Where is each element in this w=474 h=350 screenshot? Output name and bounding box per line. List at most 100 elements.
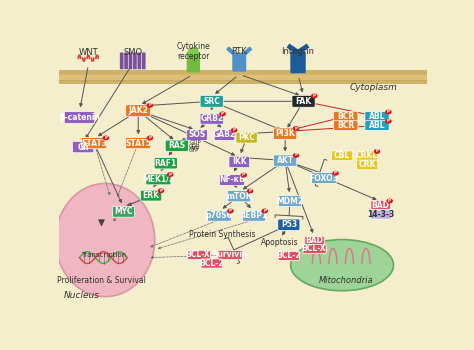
Text: P: P [104, 136, 108, 140]
Text: SOS: SOS [188, 131, 206, 140]
Text: RAS: RAS [168, 141, 185, 150]
FancyBboxPatch shape [154, 158, 177, 169]
FancyBboxPatch shape [133, 52, 137, 69]
Text: Apoptosis: Apoptosis [261, 238, 299, 247]
FancyBboxPatch shape [73, 141, 94, 153]
FancyBboxPatch shape [273, 155, 297, 166]
Text: JAK2: JAK2 [128, 106, 148, 115]
Circle shape [189, 48, 198, 55]
Circle shape [293, 126, 299, 131]
FancyBboxPatch shape [124, 52, 128, 69]
Text: SRC: SRC [203, 97, 220, 106]
Text: BCR: BCR [337, 112, 355, 121]
Circle shape [219, 112, 226, 117]
FancyBboxPatch shape [187, 130, 207, 140]
Circle shape [385, 119, 392, 124]
FancyBboxPatch shape [292, 95, 315, 107]
Text: P: P [248, 189, 252, 193]
FancyBboxPatch shape [82, 138, 107, 149]
Circle shape [386, 198, 393, 203]
FancyBboxPatch shape [219, 175, 245, 186]
FancyBboxPatch shape [356, 160, 378, 170]
Text: BCL-Xₗ: BCL-Xₗ [186, 250, 212, 259]
Text: P: P [169, 173, 172, 177]
Text: FOXO3: FOXO3 [310, 174, 338, 183]
Text: GTP: GTP [189, 148, 199, 153]
Text: P: P [294, 153, 298, 158]
FancyBboxPatch shape [120, 52, 124, 69]
Circle shape [167, 172, 173, 177]
Text: P: P [263, 209, 266, 213]
FancyBboxPatch shape [218, 250, 242, 259]
Text: AKT: AKT [277, 156, 294, 165]
Text: Transcription: Transcription [81, 252, 126, 258]
Circle shape [146, 103, 153, 108]
Text: FAK: FAK [295, 97, 311, 106]
FancyBboxPatch shape [187, 250, 210, 259]
FancyBboxPatch shape [214, 130, 235, 140]
Text: P: P [159, 189, 163, 193]
FancyBboxPatch shape [200, 113, 223, 124]
FancyBboxPatch shape [207, 210, 231, 221]
Text: p70S6: p70S6 [206, 211, 232, 220]
FancyBboxPatch shape [278, 196, 301, 206]
Circle shape [247, 189, 254, 194]
Text: PI3K: PI3K [275, 129, 295, 138]
Text: 14-3-3: 14-3-3 [367, 210, 394, 219]
Text: 4EBP1: 4EBP1 [240, 211, 267, 220]
Circle shape [311, 93, 318, 98]
Text: P: P [334, 171, 337, 175]
FancyBboxPatch shape [64, 112, 95, 124]
Circle shape [158, 188, 164, 193]
Text: P: P [233, 128, 236, 132]
Circle shape [146, 135, 153, 140]
Text: β-catenin: β-catenin [59, 113, 100, 122]
Text: Gli: Gli [77, 142, 89, 152]
FancyBboxPatch shape [278, 251, 300, 260]
FancyBboxPatch shape [187, 52, 200, 72]
Circle shape [227, 209, 234, 214]
Text: SMO: SMO [123, 48, 142, 57]
Text: P: P [387, 119, 390, 123]
Text: Integrin: Integrin [282, 47, 315, 56]
Text: P: P [242, 173, 245, 177]
FancyBboxPatch shape [200, 95, 223, 107]
FancyBboxPatch shape [370, 210, 392, 219]
Text: BCR: BCR [337, 121, 355, 130]
Text: CRKL: CRKL [356, 151, 378, 160]
FancyBboxPatch shape [236, 132, 257, 143]
Text: P: P [387, 110, 390, 114]
Text: MEK1/2: MEK1/2 [142, 175, 174, 184]
Text: P: P [388, 199, 391, 203]
Text: BAD: BAD [306, 236, 324, 245]
Text: Proliferation & Survival: Proliferation & Survival [57, 276, 146, 285]
Text: GRB2: GRB2 [200, 114, 223, 123]
FancyBboxPatch shape [273, 128, 297, 139]
Circle shape [385, 110, 392, 114]
FancyBboxPatch shape [278, 219, 300, 230]
FancyBboxPatch shape [242, 210, 265, 221]
Text: P53: P53 [281, 220, 297, 229]
FancyBboxPatch shape [146, 174, 171, 185]
FancyBboxPatch shape [137, 52, 141, 69]
FancyBboxPatch shape [228, 190, 251, 202]
FancyBboxPatch shape [126, 105, 151, 117]
Ellipse shape [291, 239, 393, 291]
Text: BCL-2: BCL-2 [276, 252, 301, 260]
Circle shape [231, 128, 237, 133]
FancyBboxPatch shape [311, 173, 336, 183]
Text: P: P [148, 103, 152, 107]
Text: NF-κB: NF-κB [219, 175, 245, 184]
FancyBboxPatch shape [303, 244, 326, 253]
Circle shape [374, 149, 380, 154]
FancyBboxPatch shape [371, 201, 391, 210]
Text: P: P [375, 149, 379, 153]
Bar [59, 74, 427, 80]
Text: P: P [294, 126, 298, 131]
Circle shape [332, 171, 339, 176]
FancyBboxPatch shape [290, 51, 306, 73]
Text: BAD: BAD [372, 201, 390, 210]
Text: P: P [313, 94, 316, 98]
Text: P: P [229, 209, 232, 213]
FancyBboxPatch shape [334, 112, 358, 121]
